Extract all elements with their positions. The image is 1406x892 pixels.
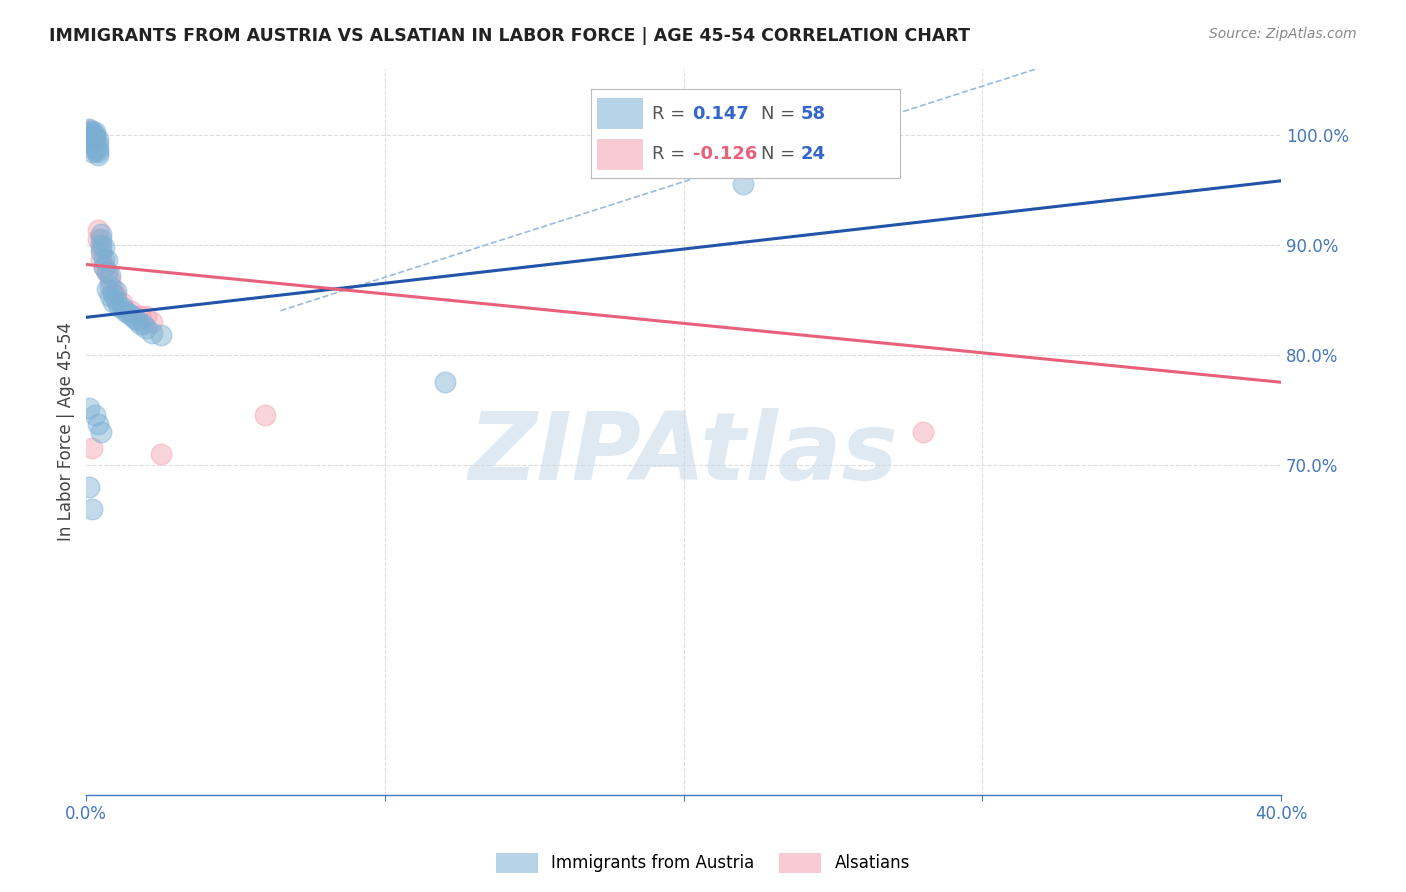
Point xyxy=(96,253,118,268)
Point xyxy=(87,132,110,146)
Point xyxy=(84,128,107,142)
Point xyxy=(96,265,118,279)
Point xyxy=(82,442,104,456)
Point xyxy=(77,123,100,137)
Point xyxy=(87,137,110,152)
Point xyxy=(90,245,112,260)
Legend: Immigrants from Austria, Alsatians: Immigrants from Austria, Alsatians xyxy=(489,847,917,880)
Point xyxy=(84,132,107,146)
Point xyxy=(733,177,755,191)
Point xyxy=(87,417,110,431)
Point xyxy=(135,309,157,323)
Point xyxy=(93,252,115,266)
Point xyxy=(117,306,139,320)
FancyBboxPatch shape xyxy=(596,98,643,129)
Point xyxy=(93,240,115,254)
Point xyxy=(98,273,121,287)
Point xyxy=(149,447,172,461)
Point xyxy=(132,317,155,331)
Point xyxy=(77,127,100,141)
Text: IMMIGRANTS FROM AUSTRIA VS ALSATIAN IN LABOR FORCE | AGE 45-54 CORRELATION CHART: IMMIGRANTS FROM AUSTRIA VS ALSATIAN IN L… xyxy=(49,27,970,45)
Point xyxy=(911,425,934,439)
Point xyxy=(98,289,121,303)
Point xyxy=(82,128,104,142)
Text: R =: R = xyxy=(652,104,692,123)
Point xyxy=(77,128,100,143)
Point xyxy=(90,232,112,246)
Text: ZIPAtlas: ZIPAtlas xyxy=(468,408,898,500)
Point xyxy=(82,131,104,145)
Point xyxy=(135,321,157,335)
Text: -0.126: -0.126 xyxy=(693,145,756,163)
Point xyxy=(87,142,110,156)
Point xyxy=(141,315,163,329)
Point xyxy=(101,282,124,296)
Point xyxy=(120,303,142,318)
Point xyxy=(125,312,148,326)
Point xyxy=(84,144,107,158)
Point xyxy=(96,265,118,279)
Point xyxy=(84,409,107,423)
Point xyxy=(84,141,107,155)
Point xyxy=(96,282,118,296)
Point xyxy=(114,303,136,318)
Point xyxy=(87,232,110,246)
Point xyxy=(77,136,100,150)
Point xyxy=(87,148,110,162)
Point xyxy=(84,139,107,153)
FancyBboxPatch shape xyxy=(596,139,643,170)
Point xyxy=(254,409,277,423)
Text: N =: N = xyxy=(761,104,800,123)
Point xyxy=(90,252,112,266)
Text: Source: ZipAtlas.com: Source: ZipAtlas.com xyxy=(1209,27,1357,41)
Point xyxy=(82,134,104,148)
Point xyxy=(129,317,152,331)
Point xyxy=(129,309,152,323)
Point xyxy=(105,293,128,307)
Point xyxy=(122,311,145,326)
Point xyxy=(90,241,112,255)
Point xyxy=(101,287,124,301)
Point xyxy=(149,327,172,342)
Point xyxy=(433,376,456,390)
Point xyxy=(108,301,131,315)
Point xyxy=(101,294,124,309)
Point xyxy=(77,122,100,136)
Point xyxy=(77,132,100,146)
Point xyxy=(90,237,112,252)
Point xyxy=(111,296,134,310)
Point xyxy=(84,125,107,139)
Point xyxy=(105,284,128,298)
Point xyxy=(120,308,142,322)
Point xyxy=(90,227,112,241)
Point xyxy=(82,136,104,150)
Point xyxy=(141,326,163,340)
Point xyxy=(105,289,128,303)
Point xyxy=(93,260,115,274)
Point xyxy=(82,124,104,138)
Point xyxy=(77,125,100,139)
Point xyxy=(77,480,100,494)
Point xyxy=(82,129,104,144)
Point xyxy=(84,136,107,150)
Point xyxy=(77,401,100,415)
Point xyxy=(84,131,107,145)
Text: R =: R = xyxy=(652,145,692,163)
Point xyxy=(93,260,115,274)
Point xyxy=(98,268,121,283)
Point xyxy=(87,223,110,237)
Text: N =: N = xyxy=(761,145,800,163)
Point xyxy=(111,301,134,315)
Y-axis label: In Labor Force | Age 45-54: In Labor Force | Age 45-54 xyxy=(58,322,75,541)
Text: 58: 58 xyxy=(801,104,825,123)
Text: 24: 24 xyxy=(801,145,825,163)
Point xyxy=(98,279,121,293)
Point xyxy=(82,145,104,160)
Point xyxy=(90,425,112,439)
Text: 0.147: 0.147 xyxy=(693,104,749,123)
Point xyxy=(87,145,110,160)
Point xyxy=(82,501,104,516)
